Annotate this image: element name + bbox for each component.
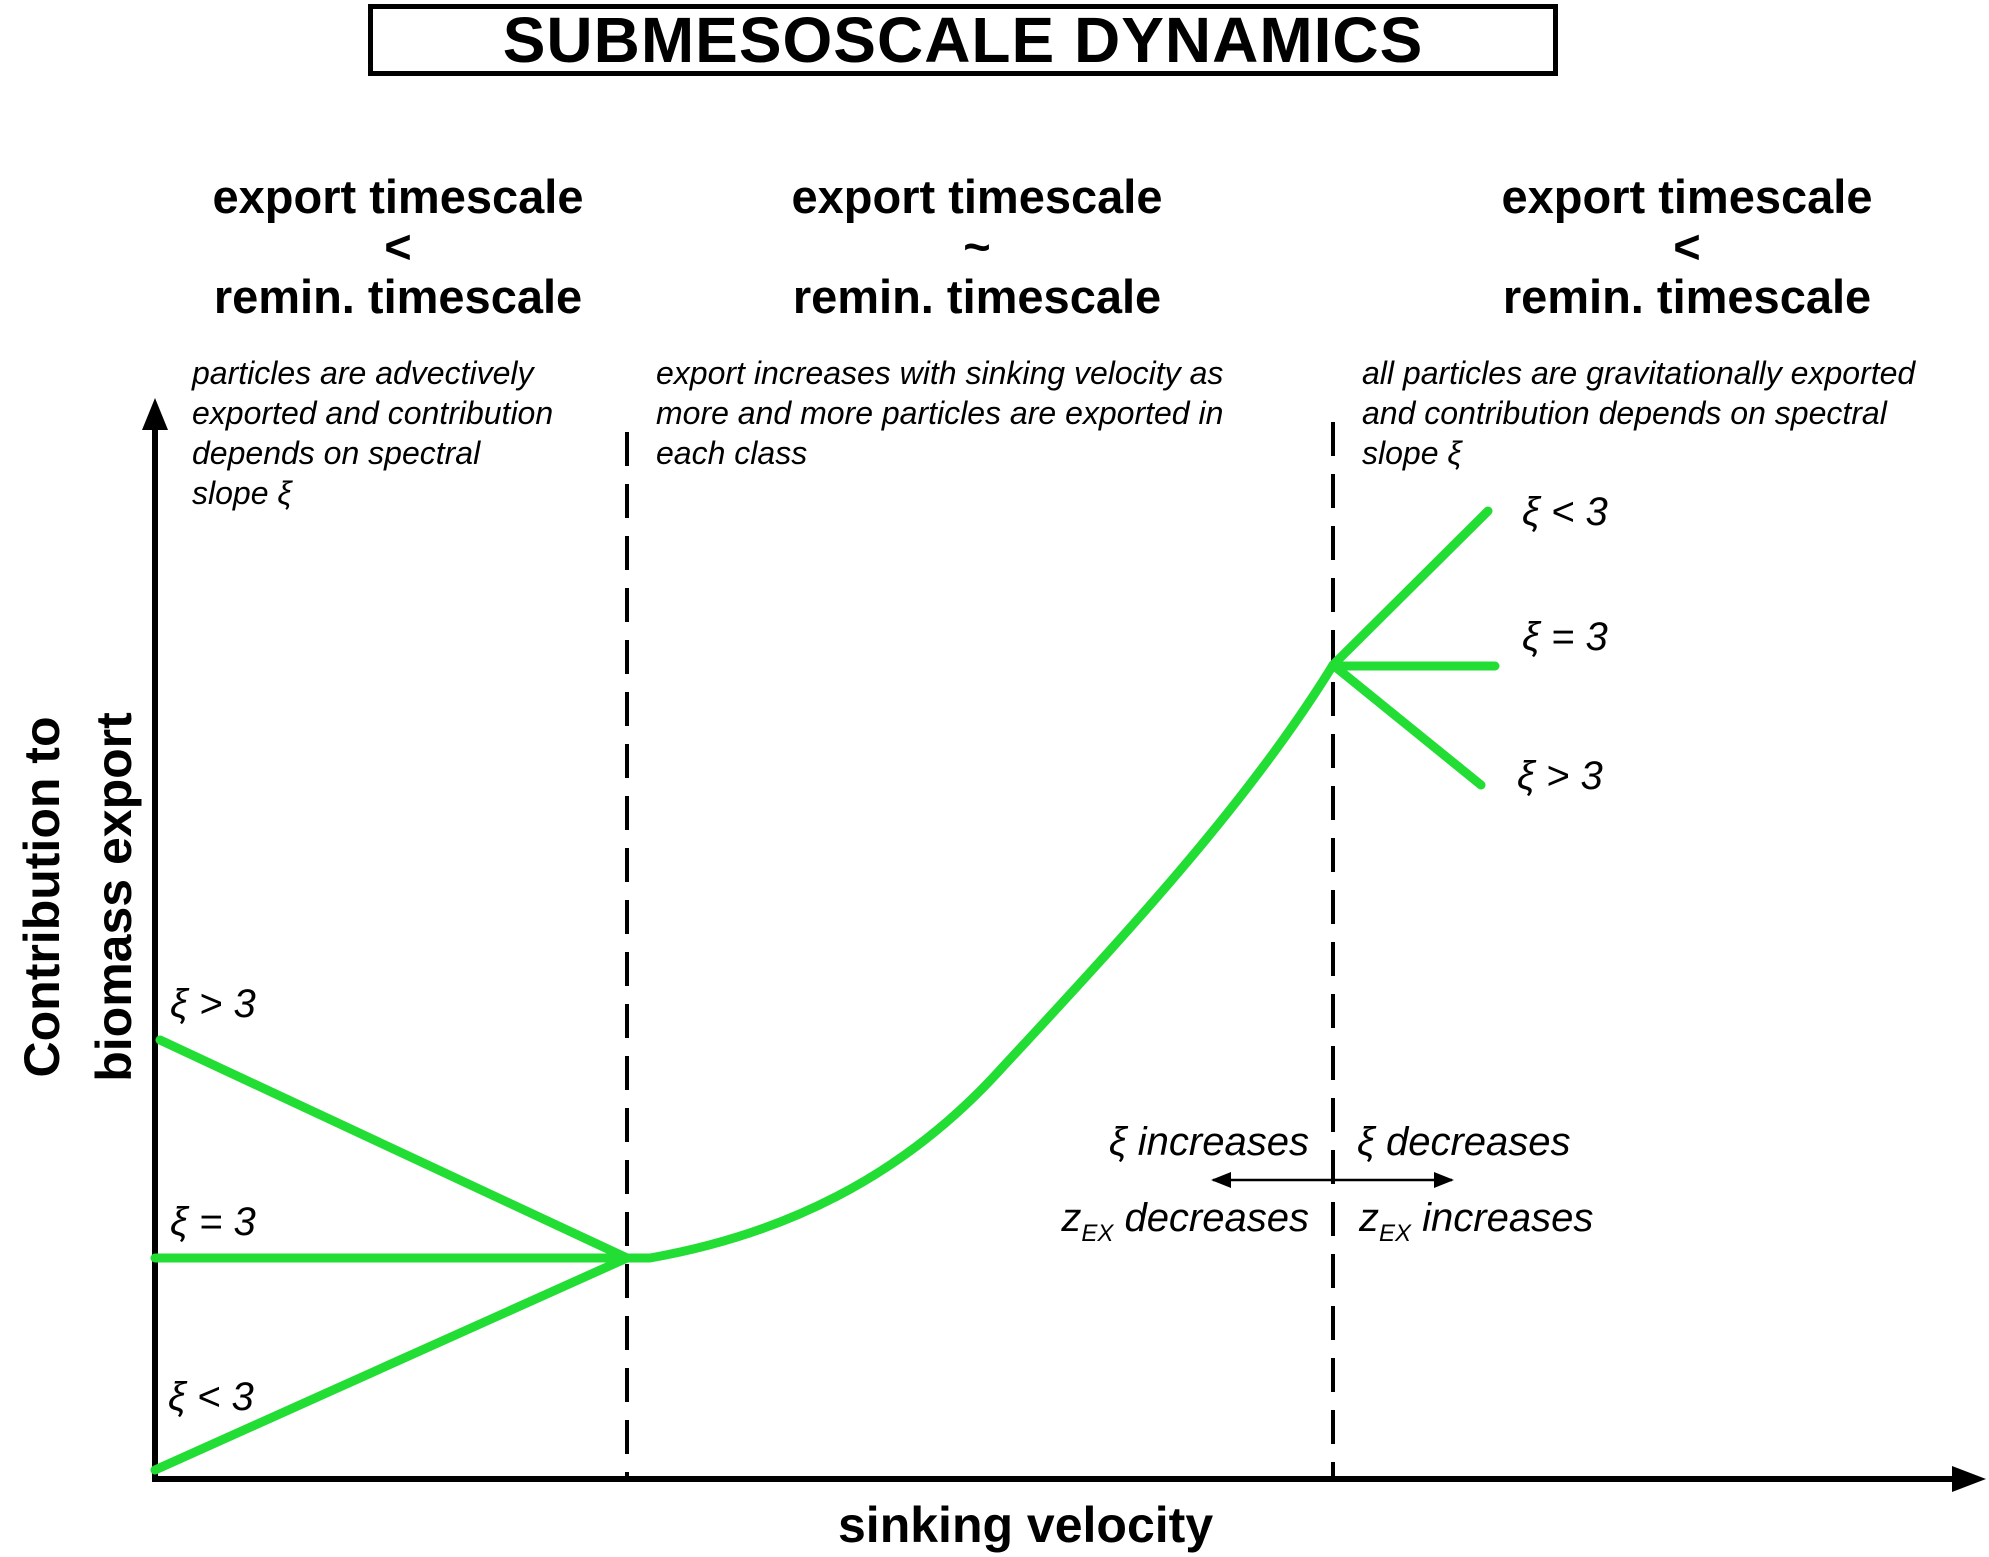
diagram-title: SUBMESOSCALE DYNAMICS	[502, 4, 1424, 76]
label-left-xi-lt-3: ξ < 3	[168, 1375, 254, 1419]
regime-1-header: export timescale < remin. timescale	[148, 172, 648, 322]
regime-3-header-line2: <	[1673, 220, 1701, 273]
curve-left-xi-gt-3	[155, 1035, 632, 1263]
regime-2-header-line2: ~	[963, 220, 991, 273]
label-right-xi-gt-3: ξ > 3	[1517, 754, 1603, 798]
title-box: SUBMESOSCALE DYNAMICS	[368, 4, 1558, 76]
regime-3-description: all particles are gravitationally export…	[1362, 353, 1915, 473]
regime-2-desc-line: each class	[656, 435, 808, 471]
regime-3-header-line3: remin. timescale	[1502, 270, 1872, 323]
label-left-xi-gt-3: ξ > 3	[170, 982, 256, 1026]
z-subscript: EX	[1081, 1220, 1114, 1247]
z-left-text: decreases	[1113, 1196, 1309, 1240]
regime-1-desc-line: particles are advectively	[192, 355, 534, 391]
y-axis-label-line2: biomass export	[86, 712, 142, 1082]
regime-1-header-line3: remin. timescale	[213, 270, 583, 323]
annotation-z-decreases: zEX decreases	[1061, 1198, 1309, 1246]
annotation-xi-increases: ξ increases	[1108, 1120, 1309, 1164]
regime-2-header-line1: export timescale	[791, 170, 1163, 223]
regime-1-header-line1: export timescale	[212, 170, 584, 223]
regime-3-header: export timescale < remin. timescale	[1437, 172, 1937, 322]
regime-2-description: export increases with sinking velocity a…	[656, 353, 1223, 473]
regime-3-desc-line: slope ξ	[1362, 435, 1462, 471]
annotation-xi-decreases: ξ decreases	[1357, 1120, 1571, 1164]
x-axis-arrowhead	[1952, 1466, 1986, 1492]
curve-main-growth	[622, 660, 1338, 1263]
y-axis-label-line1: Contribution to	[14, 716, 70, 1078]
regime-1-desc-line: slope ξ	[192, 475, 292, 511]
z-subscript: EX	[1379, 1220, 1412, 1247]
regime-2-desc-line: more and more particles are exported in	[656, 395, 1224, 431]
regime-3-desc-line: and contribution depends on spectral	[1362, 395, 1887, 431]
y-axis-label: Contribution to biomass export	[6, 617, 150, 1177]
curve-left-xi-lt-3	[150, 1253, 632, 1475]
regime-1-desc-line: exported and contribution	[192, 395, 554, 431]
x-axis-label: sinking velocity	[838, 1497, 1214, 1553]
annotation-z-increases: zEX increases	[1359, 1198, 1593, 1246]
regime-1-header-line2: <	[384, 220, 412, 273]
curve-right-xi-lt-3	[1328, 506, 1493, 670]
regime-3-desc-line: all particles are gravitationally export…	[1362, 355, 1916, 391]
label-left-xi-eq-3: ξ = 3	[170, 1200, 256, 1244]
regime-3-header-line1: export timescale	[1501, 170, 1873, 223]
curve-right-xi-gt-3	[1328, 660, 1486, 790]
z-right-text: increases	[1411, 1196, 1594, 1240]
y-axis-arrowhead	[142, 398, 168, 430]
regime-2-desc-line: export increases with sinking velocity a…	[656, 355, 1224, 391]
z-symbol: z	[1061, 1196, 1082, 1240]
regime-2-header-line3: remin. timescale	[792, 270, 1162, 323]
regime-1-description: particles are advectively exported and c…	[192, 353, 553, 513]
label-right-xi-eq-3: ξ = 3	[1522, 615, 1608, 659]
z-symbol: z	[1359, 1196, 1379, 1240]
regime-1-desc-line: depends on spectral	[192, 435, 481, 471]
label-right-xi-lt-3: ξ < 3	[1522, 490, 1608, 534]
regime-2-header: export timescale ~ remin. timescale	[727, 172, 1227, 322]
